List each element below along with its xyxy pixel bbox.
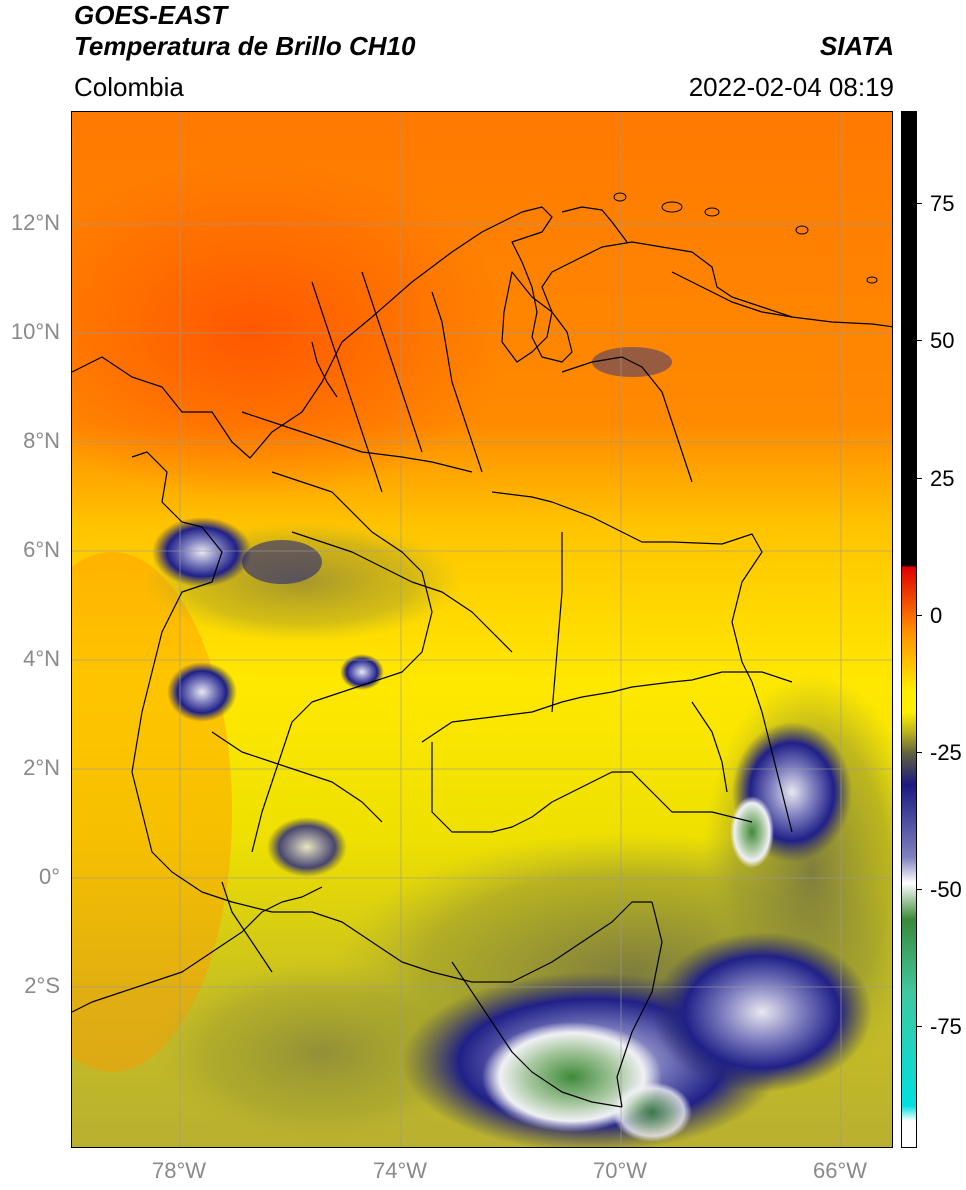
island-margarita bbox=[795, 225, 809, 235]
colorbar-fill bbox=[902, 112, 916, 1147]
graticule bbox=[72, 112, 892, 1147]
lat-label-4n: 4°N bbox=[23, 646, 60, 671]
border-department-central bbox=[291, 531, 513, 653]
border-department-mid bbox=[241, 411, 473, 473]
subtitle-region: Colombia bbox=[74, 72, 184, 102]
convective-cell-central bbox=[340, 654, 384, 690]
lon-label-66w: 66°W bbox=[812, 1158, 868, 1183]
border-andean-departments bbox=[251, 471, 433, 853]
satellite-map bbox=[71, 111, 893, 1148]
island-bonaire bbox=[704, 207, 720, 217]
map-canvas bbox=[72, 112, 892, 1147]
colorbar-label-minus75: -75 bbox=[930, 1014, 962, 1039]
coastline-caribbean bbox=[72, 206, 892, 459]
colorbar-label-minus50: -50 bbox=[930, 877, 962, 902]
colorbar-tick-mark bbox=[917, 615, 922, 616]
colorbar-label-0: 0 bbox=[930, 603, 943, 628]
border-department-east bbox=[421, 671, 793, 743]
lat-label-8n: 8°N bbox=[23, 428, 60, 453]
lat-label-0: 0° bbox=[38, 864, 60, 889]
cold-top-east bbox=[730, 796, 774, 868]
border-venezuela bbox=[491, 491, 793, 833]
title-line-2: Temperatura de Brillo CH10 bbox=[74, 31, 416, 61]
border-ecuador bbox=[221, 881, 273, 973]
lon-label-78w: 78°W bbox=[151, 1158, 207, 1183]
border-department-north-a bbox=[311, 281, 383, 493]
islands bbox=[613, 192, 878, 284]
coastline-pacific-south bbox=[72, 886, 323, 1013]
convective-band-north bbox=[242, 540, 322, 584]
island-aruba bbox=[613, 192, 627, 202]
island-trinidad bbox=[866, 276, 878, 284]
border-colombia-peru-brazil bbox=[616, 901, 663, 1108]
convective-cell-pacific bbox=[167, 662, 237, 722]
colorbar-tick-mark bbox=[917, 203, 922, 204]
colorbar-label-minus25: -25 bbox=[930, 740, 962, 765]
cloud-olive-sw bbox=[152, 962, 492, 1142]
colorbar-tick-mark bbox=[917, 752, 922, 753]
convective-cell-south-andes bbox=[267, 817, 347, 877]
timestamp: 2022-02-04 08:19 bbox=[688, 72, 894, 102]
colorbar bbox=[901, 111, 917, 1148]
brand-label: SIATA bbox=[819, 31, 894, 61]
colorbar-label-25: 25 bbox=[930, 466, 955, 491]
borders bbox=[72, 206, 892, 1108]
lat-label-6n: 6°N bbox=[23, 537, 60, 562]
coast-guajira bbox=[561, 206, 628, 243]
colorbar-gradient bbox=[902, 112, 916, 1147]
colorbar-tick-mark bbox=[917, 340, 922, 341]
border-department-south bbox=[431, 742, 753, 833]
island-curacao bbox=[661, 201, 683, 213]
convective-cell-se bbox=[652, 932, 872, 1092]
colorbar-tick-mark bbox=[917, 889, 922, 890]
border-department-meta bbox=[551, 532, 563, 713]
lat-label-10n: 10°N bbox=[10, 319, 60, 344]
coast-venezuela-east bbox=[671, 271, 793, 318]
coast-maracaibo bbox=[501, 271, 553, 363]
colorbar-label-50: 50 bbox=[930, 328, 955, 353]
warm-area-caribbean bbox=[72, 162, 512, 502]
border-department-guainia bbox=[691, 701, 728, 793]
border-department-north-b bbox=[361, 271, 423, 453]
title-line-1: GOES-EAST bbox=[74, 0, 228, 30]
cold-top-south bbox=[612, 1082, 692, 1142]
lon-label-74w: 74°W bbox=[372, 1158, 428, 1183]
lat-label-2s: 2°S bbox=[24, 973, 60, 998]
border-department-southwest bbox=[211, 731, 383, 823]
lon-label-70w: 70°W bbox=[592, 1158, 648, 1183]
border-department-north-c bbox=[431, 291, 483, 473]
border-venezuela-north bbox=[561, 356, 693, 483]
convective-cell-choco bbox=[152, 517, 252, 587]
colorbar-label-75: 75 bbox=[930, 191, 955, 216]
border-department-sucre bbox=[311, 341, 338, 398]
border-peru bbox=[451, 961, 623, 1108]
border-colombia-west bbox=[131, 451, 652, 983]
lat-label-12n: 12°N bbox=[10, 210, 60, 235]
lat-label-2n: 2°N bbox=[23, 755, 60, 780]
colorbar-tick-mark bbox=[917, 1026, 922, 1027]
colorbar-tick-mark bbox=[917, 478, 922, 479]
